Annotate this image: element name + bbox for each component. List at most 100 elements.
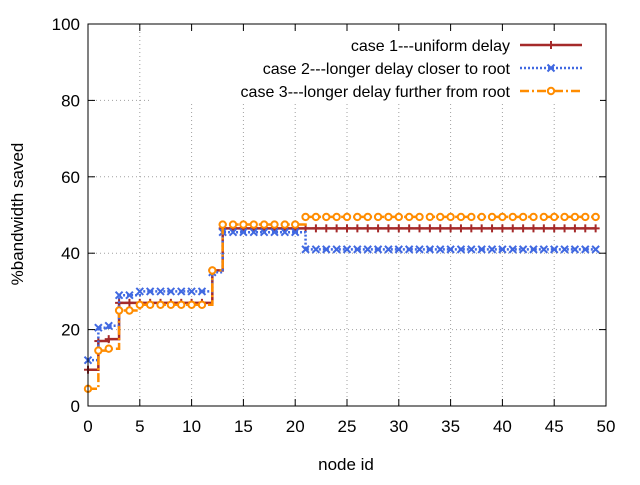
series-3-point-23 [322,212,331,222]
series-3-point-47 [570,212,580,222]
series-2-point-6 [145,287,155,296]
series-1-point-22 [311,224,320,233]
series-2-point-35 [446,245,455,254]
series-2-point-22 [311,245,321,254]
series-3-point-31 [404,212,414,222]
series-3-point-30 [394,212,403,222]
series-1-point-31 [405,224,414,233]
series-3-point-19 [280,220,290,229]
series-2-point-17 [259,227,269,237]
series-2 [83,227,600,365]
series-1-point-42 [519,224,528,233]
series-3-point-36 [456,212,466,222]
series-3-point-2 [104,344,113,353]
series-3-point-24 [332,212,341,222]
series-3-point-27 [363,212,372,222]
series-3-point-16 [249,220,258,229]
series-group [83,212,600,394]
series-2-point-26 [353,245,362,254]
series-3-point-15 [239,220,248,229]
series-2-point-7 [156,287,165,296]
y-axis-label: %bandwidth saved [8,143,27,286]
x-tick-label-8: 40 [493,417,512,436]
series-1-point-2 [104,335,113,344]
series-2-point-46 [560,245,569,254]
series-3 [83,212,600,394]
series-2-point-14 [228,227,238,237]
series-3-point-13 [218,220,227,229]
series-1-point-34 [436,224,445,233]
series-2-point-15 [239,227,248,237]
legend-label-3: case 3---longer delay further from root [241,84,511,101]
series-3-point-21 [301,212,310,222]
series-1-point-4 [125,298,134,307]
series-3-point-41 [508,212,517,222]
series-2-point-19 [280,227,290,237]
legend-marker-2 [546,63,556,73]
series-3-point-5 [135,300,145,309]
series-2-point-4 [125,291,134,300]
series-3-point-39 [487,212,497,222]
series-2-point-42 [518,245,528,254]
series-3-point-3 [114,306,124,315]
series-2-point-30 [394,245,404,254]
series-1-point-40 [498,224,507,233]
series-2-point-45 [549,245,559,254]
series-3-point-25 [342,212,352,222]
series-1-point-28 [374,224,383,233]
y-tick-label-3: 60 [61,168,80,187]
series-2-point-39 [487,245,497,254]
x-tick-label-3: 15 [234,417,253,436]
series-3-point-9 [177,300,186,309]
series-1-point-25 [343,224,351,233]
series-2-point-28 [373,245,383,254]
series-3-point-40 [498,212,507,222]
series-2-point-3 [114,291,124,300]
series-2-point-36 [456,245,466,254]
x-tick-label-0: 0 [83,417,92,436]
series-2-point-37 [467,245,476,254]
series-3-point-49 [591,212,600,222]
x-tick-label-1: 5 [135,417,144,436]
series-3-point-12 [208,266,217,275]
series-3-point-29 [384,212,393,222]
series-3-point-42 [518,212,528,222]
series-2-point-33 [425,245,435,254]
series-1-point-33 [425,224,434,233]
y-tick-label-2: 40 [61,244,80,263]
series-2-point-8 [166,287,176,296]
series-2-point-2 [104,321,113,330]
series-2-point-43 [529,245,538,254]
y-tick-label-0: 0 [71,397,80,416]
y-tick-label-4: 80 [61,91,80,110]
series-3-point-38 [477,212,486,222]
series-3-point-46 [560,212,569,222]
series-1-point-23 [322,224,331,233]
series-2-point-44 [539,245,549,254]
legend-marker-3 [546,86,556,96]
series-1-point-46 [560,224,569,233]
series-2-point-5 [135,287,145,296]
series-3-point-43 [529,212,538,222]
series-2-point-48 [581,245,590,254]
series-2-point-1 [94,323,103,332]
series-2-point-16 [249,227,258,237]
series-2-point-29 [384,245,393,254]
series-3-point-4 [125,306,134,315]
series-1-point-41 [508,224,517,233]
series-3-point-18 [270,220,279,229]
series-2-point-34 [436,245,445,254]
series-1-point-49 [591,224,600,233]
series-1-point-27 [363,224,372,233]
series-2-point-20 [290,227,300,237]
series-2-point-11 [197,287,207,296]
series-3-point-37 [467,212,476,222]
series-3-point-6 [145,300,155,309]
series-1-point-29 [384,224,393,233]
series-1-point-26 [353,224,362,233]
series-3-point-26 [353,212,362,222]
series-1-point-37 [467,224,476,233]
y-tick-label-1: 20 [61,321,80,340]
